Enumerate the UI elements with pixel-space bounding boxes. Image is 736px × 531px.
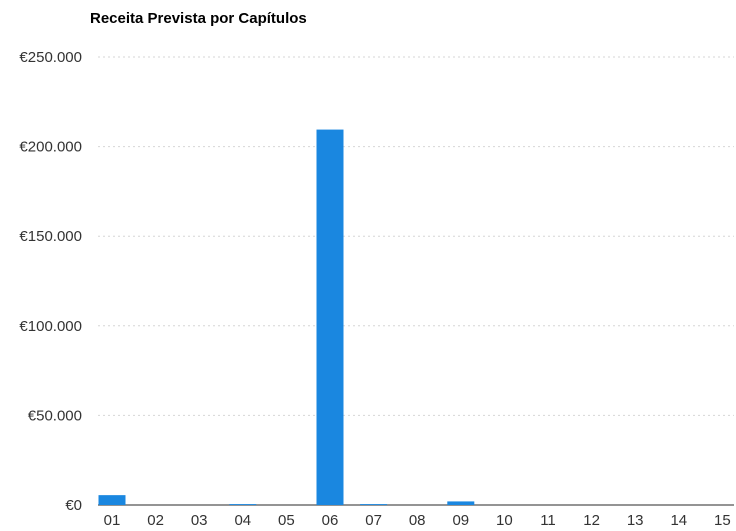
x-tick-label: 03 (191, 512, 208, 529)
y-axis-ticks: €0 €50.000 €100.000 €150.000 €200.000 €250.00… (19, 49, 82, 514)
x-tick-label: 15 (714, 512, 731, 529)
y-tick-label: €100.000 (19, 318, 82, 335)
bar-09 (447, 501, 475, 505)
y-tick-label: €50.000 (28, 407, 82, 424)
x-tick-label: 11 (540, 512, 556, 529)
bar-04 (229, 504, 257, 505)
x-tick-label: 02 (147, 512, 164, 529)
bar-07 (360, 504, 388, 505)
bar-06 (316, 129, 344, 506)
x-tick-label: 05 (278, 512, 295, 529)
bar-01 (98, 495, 126, 505)
x-tick-label: 10 (496, 512, 513, 529)
x-tick-label: 06 (322, 512, 339, 529)
x-tick-label: 13 (627, 512, 644, 529)
x-tick-label: 01 (104, 512, 121, 529)
gridlines (98, 56, 734, 506)
x-tick-label: 08 (409, 512, 426, 529)
y-tick-label: €150.000 (19, 228, 82, 245)
x-tick-label: 14 (670, 512, 687, 529)
x-tick-label: 12 (583, 512, 600, 529)
x-tick-label: 04 (234, 512, 251, 529)
y-tick-label: €250.000 (19, 49, 82, 66)
bars (98, 129, 475, 506)
chart-title: Receita Prevista por Capítulos (90, 10, 307, 27)
y-tick-label: €200.000 (19, 139, 82, 156)
x-tick-label: 07 (365, 512, 382, 529)
x-axis-ticks: 01 02 03 04 05 06 07 08 09 10 11 12 13 14 15 (104, 512, 731, 529)
x-tick-label: 09 (452, 512, 469, 529)
y-tick-label: €0 (65, 497, 82, 514)
